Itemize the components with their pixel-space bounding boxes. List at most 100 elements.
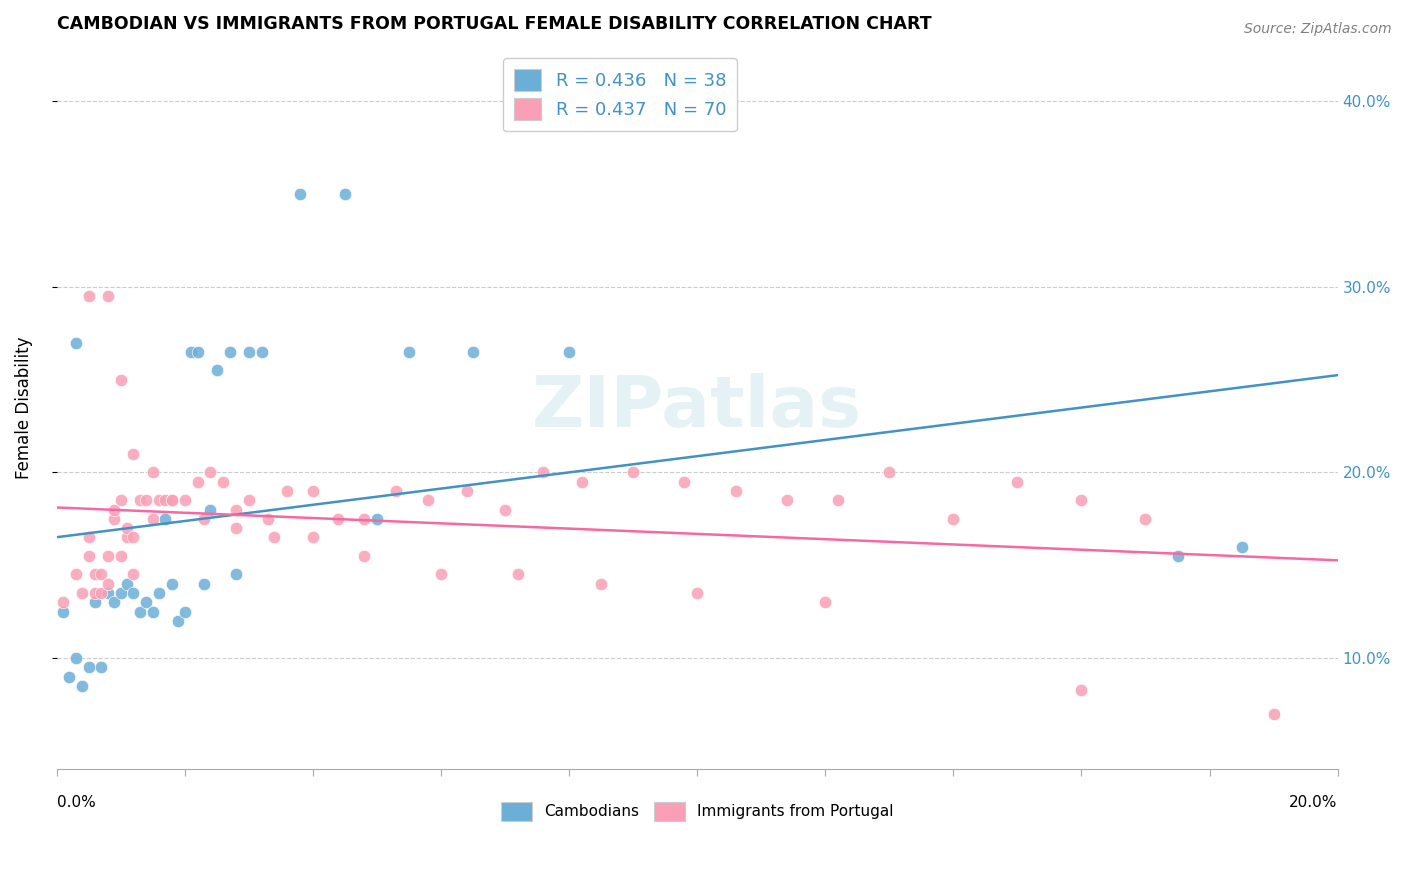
Point (193, 576, 215, 591)
Point (238, 493, 260, 508)
Point (77, 530, 100, 544)
Point (353, 549, 375, 563)
Point (225, 521, 247, 535)
Point (160, 576, 183, 591)
Point (1230, 540, 1253, 554)
Point (65, 567, 87, 582)
Point (218, 344, 240, 359)
Point (58, 669, 80, 683)
Point (877, 466, 900, 480)
Point (814, 595, 837, 609)
Point (942, 512, 965, 526)
Point (827, 493, 849, 508)
Point (173, 605, 195, 619)
Point (103, 512, 125, 526)
Point (77, 549, 100, 563)
Text: 20.0%: 20.0% (1289, 796, 1337, 810)
Point (70, 679, 93, 693)
Point (724, 483, 747, 498)
Point (589, 576, 612, 591)
Point (128, 493, 150, 508)
Y-axis label: Female Disability: Female Disability (15, 336, 32, 479)
Point (1070, 493, 1092, 508)
Point (167, 614, 190, 628)
Point (180, 344, 202, 359)
Point (621, 466, 644, 480)
Point (65, 651, 87, 665)
Point (173, 493, 195, 508)
Point (263, 530, 285, 544)
Point (84, 567, 107, 582)
Text: Source: ZipAtlas.com: Source: ZipAtlas.com (1244, 22, 1392, 37)
Point (186, 475, 208, 489)
Point (1166, 549, 1188, 563)
Point (288, 187, 311, 202)
Point (77, 660, 100, 674)
Point (148, 586, 170, 600)
Point (494, 502, 516, 516)
Point (238, 344, 260, 359)
Point (122, 447, 145, 461)
Point (160, 493, 183, 508)
Point (90, 567, 112, 582)
Point (1007, 475, 1029, 489)
Point (160, 493, 183, 508)
Point (90, 586, 112, 600)
Point (52, 605, 75, 619)
Point (148, 493, 170, 508)
Text: CAMBODIAN VS IMMIGRANTS FROM PORTUGAL FEMALE DISABILITY CORRELATION CHART: CAMBODIAN VS IMMIGRANTS FROM PORTUGAL FE… (56, 15, 931, 33)
Point (205, 363, 228, 377)
Point (97, 586, 120, 600)
Point (84, 595, 107, 609)
Point (115, 521, 138, 535)
Point (250, 344, 273, 359)
Point (353, 512, 375, 526)
Point (301, 530, 323, 544)
Point (128, 605, 150, 619)
Point (673, 475, 696, 489)
Point (142, 605, 165, 619)
Point (212, 475, 235, 489)
Point (225, 567, 247, 582)
Point (571, 475, 593, 489)
Point (110, 549, 132, 563)
Point (430, 567, 453, 582)
Point (416, 493, 439, 508)
Point (225, 502, 247, 516)
Point (276, 483, 298, 498)
Point (110, 373, 132, 387)
Point (200, 466, 222, 480)
Point (52, 595, 75, 609)
Point (115, 530, 138, 544)
Point (506, 567, 529, 582)
Point (558, 344, 581, 359)
Point (122, 530, 145, 544)
Point (686, 586, 709, 600)
Legend: Cambodians, Immigrants from Portugal: Cambodians, Immigrants from Portugal (495, 796, 900, 827)
Point (385, 483, 408, 498)
Point (776, 493, 799, 508)
Point (155, 493, 177, 508)
Point (366, 512, 388, 526)
Point (200, 502, 222, 516)
Point (135, 493, 157, 508)
Point (1263, 706, 1285, 721)
Point (70, 586, 93, 600)
Point (1070, 682, 1092, 697)
Point (97, 549, 120, 563)
Point (115, 576, 138, 591)
Point (155, 512, 177, 526)
Point (461, 344, 484, 359)
Point (77, 289, 100, 303)
Point (122, 586, 145, 600)
Point (142, 466, 165, 480)
Point (1135, 512, 1157, 526)
Point (186, 344, 208, 359)
Point (142, 512, 165, 526)
Point (333, 187, 356, 202)
Point (122, 567, 145, 582)
Point (328, 512, 350, 526)
Point (84, 586, 107, 600)
Point (110, 493, 132, 508)
Point (301, 483, 323, 498)
